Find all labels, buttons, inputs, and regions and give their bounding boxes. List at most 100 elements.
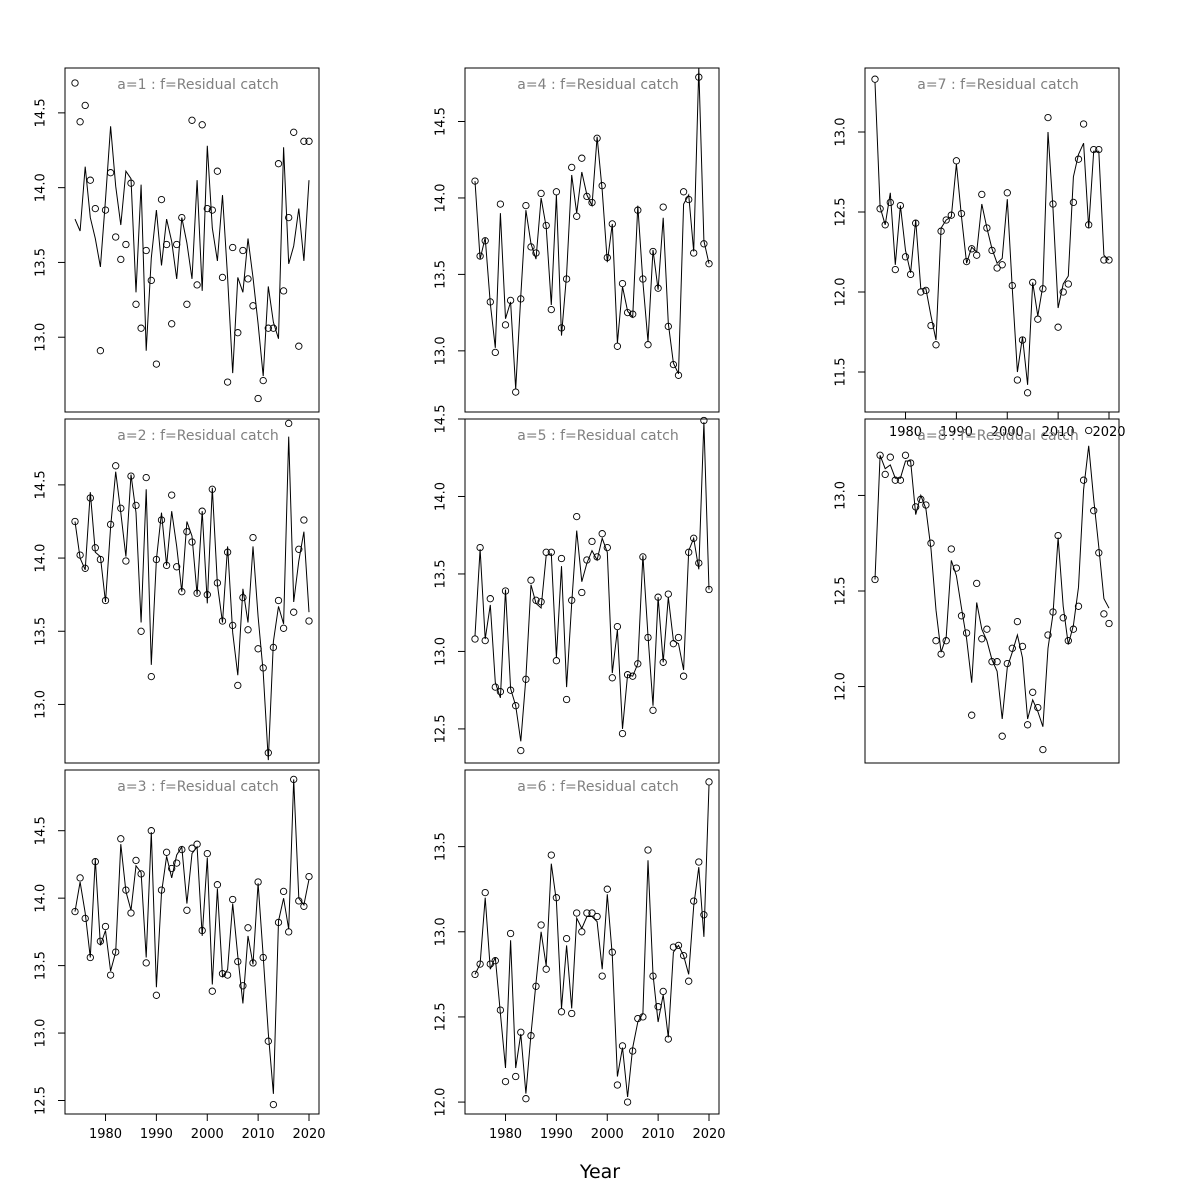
data-point <box>122 557 130 565</box>
y-tick-label: 13.0 <box>834 118 849 147</box>
data-point <box>695 559 703 567</box>
data-point <box>932 341 940 349</box>
data-point <box>1044 113 1052 122</box>
data-point <box>552 657 561 665</box>
data-point <box>947 545 955 553</box>
data-point <box>557 1008 566 1016</box>
data-point <box>496 688 505 696</box>
data-point <box>193 840 201 848</box>
y-tick-label: 12.5 <box>834 198 849 227</box>
data-point <box>173 859 181 867</box>
panel-title: a=6 : f=Residual catch <box>517 779 678 795</box>
data-point <box>649 247 657 256</box>
y-tick-label: 12.5 <box>34 1086 49 1115</box>
data-point <box>588 198 596 207</box>
y-tick-label: 14.5 <box>34 98 49 127</box>
data-point <box>86 176 94 184</box>
x-tick-label: 2020 <box>1092 425 1125 440</box>
data-point <box>598 182 606 190</box>
data-point <box>1095 145 1103 154</box>
data-point <box>137 324 145 332</box>
data-point <box>517 295 525 303</box>
data-point <box>223 378 232 386</box>
data-point <box>1100 610 1108 618</box>
data-point <box>649 972 657 980</box>
y-tick-label: 13.5 <box>34 617 49 646</box>
data-point <box>568 163 576 172</box>
data-point <box>512 1072 520 1081</box>
data-point <box>122 886 130 894</box>
data-point <box>285 213 293 222</box>
data-point <box>481 237 489 245</box>
data-point <box>557 554 566 563</box>
data-point <box>244 924 252 932</box>
data-point <box>234 957 242 966</box>
data-point <box>213 881 222 889</box>
data-point <box>983 224 991 232</box>
data-point <box>152 555 161 564</box>
data-point <box>593 912 601 921</box>
data-point <box>178 845 186 854</box>
data-point <box>249 302 257 310</box>
x-tick-label: 1980 <box>489 1127 522 1142</box>
data-point <box>578 588 586 597</box>
data-point <box>700 416 708 425</box>
data-point <box>496 1006 505 1014</box>
data-point <box>244 275 252 283</box>
data-point <box>106 971 115 979</box>
plot-frame <box>464 67 720 413</box>
data-point <box>952 564 961 572</box>
data-point <box>674 633 683 642</box>
data-point <box>501 1077 510 1086</box>
data-point <box>588 537 596 546</box>
data-point <box>973 251 981 259</box>
data-point <box>542 965 550 973</box>
data-point <box>664 322 672 331</box>
data-point <box>517 1028 525 1036</box>
data-point <box>152 360 161 368</box>
data-point <box>101 922 110 931</box>
data-point <box>198 507 206 515</box>
data-point <box>279 887 288 896</box>
data-point <box>305 617 313 625</box>
y-tick-label: 13.5 <box>434 832 449 861</box>
data-point <box>1090 145 1098 154</box>
data-point <box>542 221 550 230</box>
data-point <box>71 517 79 526</box>
data-point <box>942 637 950 645</box>
data-point <box>142 246 150 255</box>
data-point <box>1105 619 1113 628</box>
data-point <box>700 240 708 248</box>
data-point <box>896 201 905 210</box>
data-point <box>598 972 606 980</box>
data-point <box>537 189 545 198</box>
data-point <box>157 516 166 524</box>
data-point <box>71 907 79 916</box>
data-point <box>183 300 191 308</box>
data-point <box>101 206 110 214</box>
data-point <box>300 137 308 145</box>
data-point <box>552 188 561 196</box>
data-point <box>229 895 237 904</box>
panel-a2: a=2 : f=Residual catch 13.0 13.5 14.0 14.5 <box>34 418 320 764</box>
y-tick-label: 13.0 <box>434 917 449 946</box>
data-point <box>147 276 155 285</box>
data-point <box>532 982 540 990</box>
data-point <box>906 459 915 467</box>
data-point <box>254 878 262 886</box>
data-point <box>988 246 996 255</box>
data-point <box>613 342 622 350</box>
x-tick-label: 1990 <box>540 1127 573 1142</box>
data-point <box>183 528 191 536</box>
data-point <box>137 870 145 878</box>
data-point <box>1100 256 1108 264</box>
y-tick-label: 13.0 <box>34 1019 49 1048</box>
data-point <box>654 1003 662 1011</box>
data-point <box>608 948 616 956</box>
y-tick-label: 14.0 <box>34 173 49 202</box>
data-point <box>1018 336 1027 344</box>
panel-a8: a=8 : f=Residual catch 12.0 12.5 13.0 <box>834 418 1120 764</box>
data-point <box>669 640 678 648</box>
data-point <box>76 118 84 126</box>
data-point <box>639 1013 647 1021</box>
